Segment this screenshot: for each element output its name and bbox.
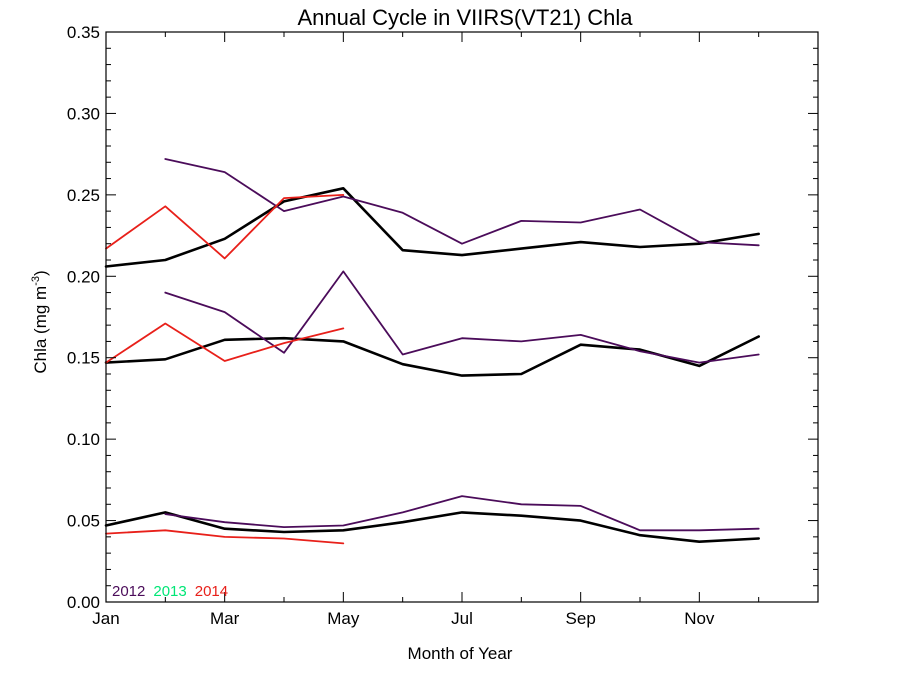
y-tick-label: 0.30 — [67, 104, 100, 123]
x-tick-label: May — [327, 609, 360, 628]
axes: 0.00 0.05 0.10 0.15 0.20 0.25 0.30 0.35 Jan Mar Ma… — [67, 23, 818, 628]
series-line-climatology-3 — [104, 511, 761, 544]
y-tick-label: 0.25 — [67, 186, 100, 205]
plot-frame — [105, 31, 819, 603]
y-tick-label: 0.35 — [67, 23, 100, 42]
series-line-2012-4 — [164, 158, 760, 247]
y-tick-label: 0.20 — [67, 267, 100, 286]
x-tick-label: Nov — [684, 609, 715, 628]
y-axis-label-exponent: -3 — [30, 276, 42, 286]
legend-entry-2014: 2014 — [195, 583, 228, 600]
chart-title: Annual Cycle in VIIRS(VT21) Chla — [297, 5, 633, 30]
series-line-2014-7 — [105, 193, 345, 260]
series-line-2012-5 — [164, 270, 760, 364]
y-tick-label: 0.05 — [67, 512, 100, 531]
series-line-climatology-1 — [104, 187, 761, 268]
x-tick-label: Jan — [92, 609, 119, 628]
x-tick-label: Jul — [451, 609, 473, 628]
x-tick-label: Mar — [210, 609, 240, 628]
legend-entry-2012: 2012 — [112, 583, 145, 600]
y-axis-label-text: Chla (mg m — [31, 286, 50, 374]
x-tick-label: Sep — [566, 609, 596, 628]
legend-entry-2013: 2013 — [153, 583, 186, 600]
series-line-2014-8 — [105, 322, 345, 364]
plot-area — [104, 158, 761, 545]
y-axis-label: Chla (mg m-3) — [30, 270, 50, 373]
y-tick-label: 0.10 — [67, 430, 100, 449]
series-line-2014-9 — [105, 529, 345, 545]
y-axis-label-suffix: ) — [31, 270, 50, 276]
y-tick-label: 0.15 — [67, 349, 100, 368]
x-axis-label: Month of Year — [408, 644, 513, 663]
y-tick-label: 0.00 — [67, 593, 100, 612]
legend: 2012 2013 2014 — [112, 583, 228, 600]
series-line-2012-6 — [164, 495, 760, 532]
